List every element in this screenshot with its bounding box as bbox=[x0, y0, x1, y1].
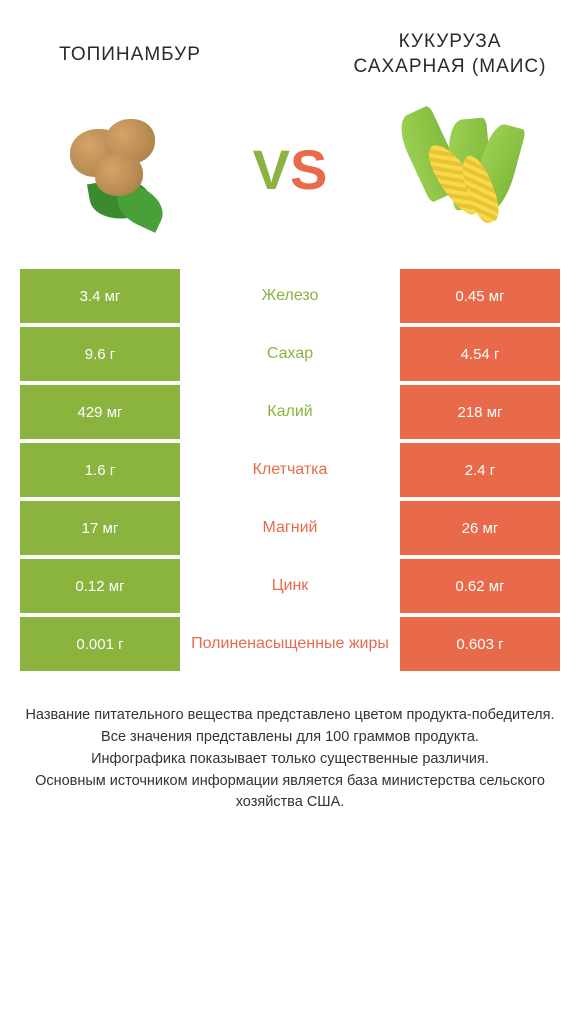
footer-notes: Название питательного вещества представл… bbox=[0, 675, 580, 814]
footer-line: Основным источником информации является … bbox=[25, 771, 555, 815]
nutrient-label: Магний bbox=[180, 501, 400, 555]
value-right: 4.54 г bbox=[400, 327, 560, 381]
value-left: 3.4 мг bbox=[20, 269, 180, 323]
nutrient-label: Железо bbox=[180, 269, 400, 323]
footer-line: Название питательного вещества представл… bbox=[25, 705, 555, 727]
vs-v: V bbox=[253, 138, 290, 201]
footer-line: Все значения представлены для 100 граммо… bbox=[25, 727, 555, 749]
value-right: 0.62 мг bbox=[400, 559, 560, 613]
table-row: 1.6 гКлетчатка2.4 г bbox=[20, 443, 560, 497]
table-row: 0.001 гПолиненасыщенные жиры0.603 г bbox=[20, 617, 560, 671]
images-row: VS bbox=[0, 89, 580, 269]
value-left: 0.001 г bbox=[20, 617, 180, 671]
value-left: 1.6 г bbox=[20, 443, 180, 497]
comparison-table: 3.4 мгЖелезо0.45 мг9.6 гСахар4.54 г429 м… bbox=[0, 269, 580, 675]
value-right: 26 мг bbox=[400, 501, 560, 555]
table-row: 429 мгКалий218 мг bbox=[20, 385, 560, 439]
vs-s: S bbox=[290, 138, 327, 201]
infographic-container: ТОПИНАМБУР КУКУРУЗА САХАРНАЯ (МАИС) VS bbox=[0, 0, 580, 1024]
product-title-right: КУКУРУЗА САХАРНАЯ (МАИС) bbox=[350, 30, 550, 79]
product-title-left: ТОПИНАМБУР bbox=[30, 44, 230, 66]
table-row: 0.12 мгЦинк0.62 мг bbox=[20, 559, 560, 613]
vs-label: VS bbox=[253, 137, 328, 202]
topinambur-image bbox=[50, 99, 190, 239]
value-right: 218 мг bbox=[400, 385, 560, 439]
header-row: ТОПИНАМБУР КУКУРУЗА САХАРНАЯ (МАИС) bbox=[0, 0, 580, 89]
value-left: 429 мг bbox=[20, 385, 180, 439]
value-right: 2.4 г bbox=[400, 443, 560, 497]
footer-line: Инфографика показывает только существенн… bbox=[25, 749, 555, 771]
nutrient-label: Полиненасыщенные жиры bbox=[180, 617, 400, 671]
value-left: 9.6 г bbox=[20, 327, 180, 381]
value-right: 0.45 мг bbox=[400, 269, 560, 323]
corn-image bbox=[390, 99, 530, 239]
nutrient-label: Цинк bbox=[180, 559, 400, 613]
value-right: 0.603 г bbox=[400, 617, 560, 671]
value-left: 17 мг bbox=[20, 501, 180, 555]
table-row: 17 мгМагний26 мг bbox=[20, 501, 560, 555]
nutrient-label: Сахар bbox=[180, 327, 400, 381]
nutrient-label: Калий bbox=[180, 385, 400, 439]
table-row: 3.4 мгЖелезо0.45 мг bbox=[20, 269, 560, 323]
value-left: 0.12 мг bbox=[20, 559, 180, 613]
table-row: 9.6 гСахар4.54 г bbox=[20, 327, 560, 381]
nutrient-label: Клетчатка bbox=[180, 443, 400, 497]
